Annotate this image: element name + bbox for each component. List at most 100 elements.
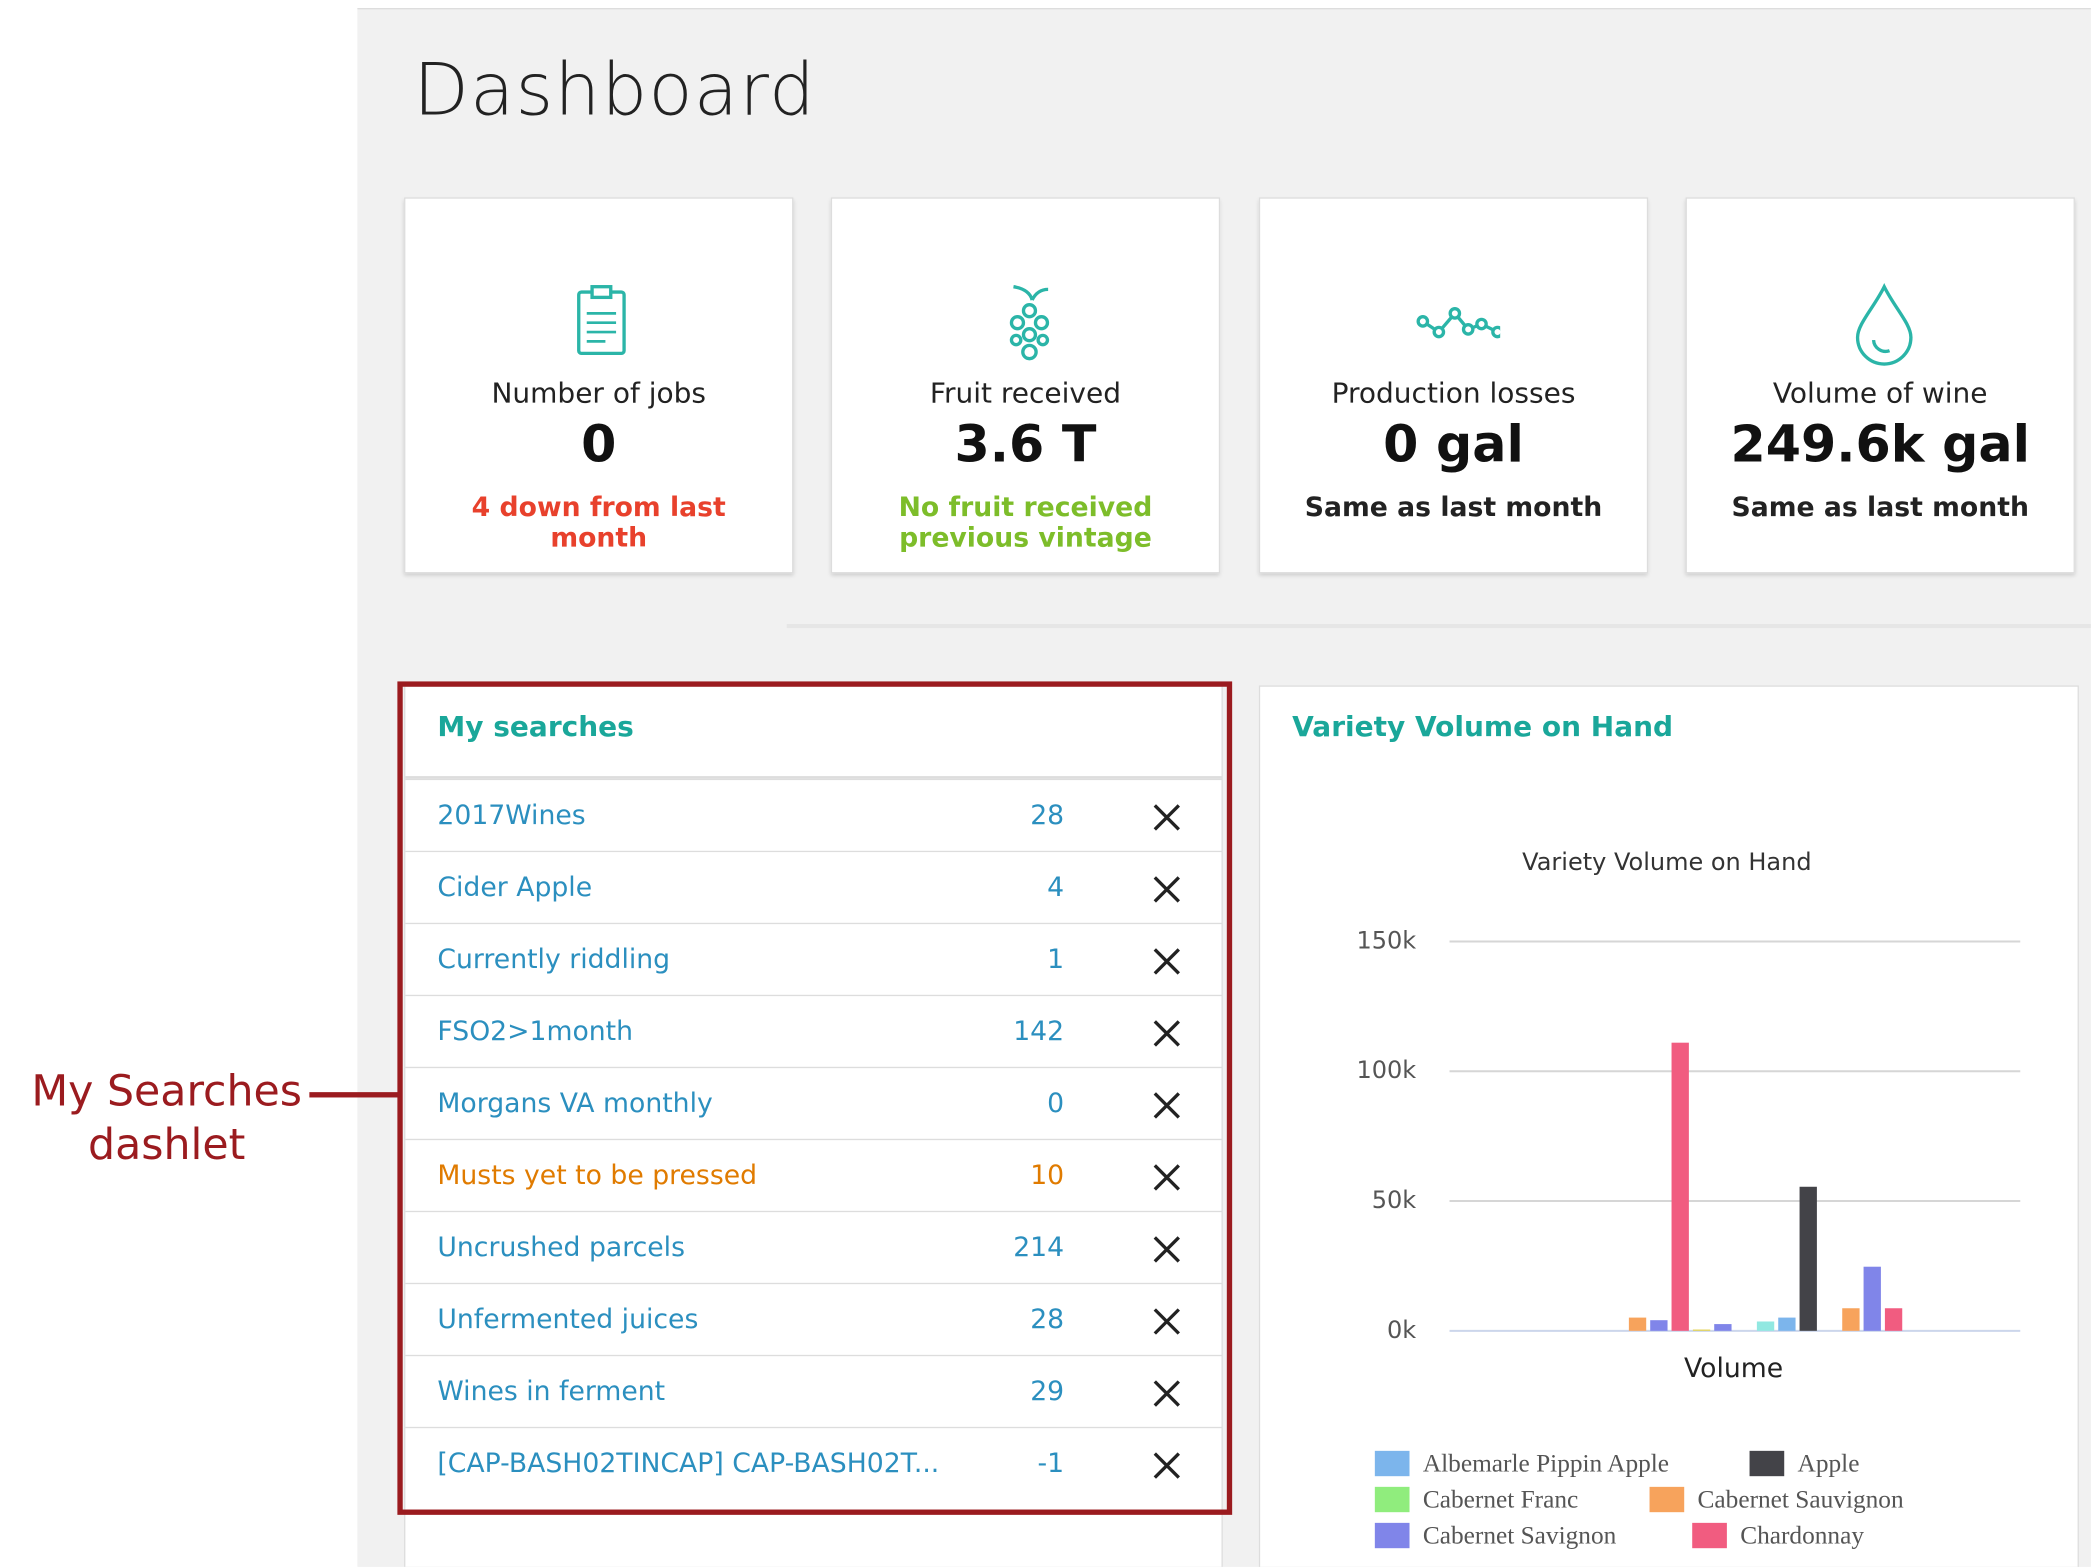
remove-button[interactable]	[1152, 1091, 1181, 1120]
legend-swatch	[1649, 1486, 1685, 1513]
y-tick-label: 0k	[1387, 1316, 1416, 1344]
x-tick-label: Volume	[1684, 1353, 1783, 1384]
remove-button[interactable]	[1152, 947, 1181, 976]
card-label: Production losses	[1331, 377, 1576, 410]
search-name[interactable]: FSO2>1month	[437, 1014, 634, 1047]
search-name[interactable]: Wines in ferment	[437, 1374, 666, 1407]
header-rule	[405, 776, 1222, 779]
remove-button[interactable]	[1152, 1163, 1181, 1192]
divider	[786, 624, 2091, 629]
legend-swatch	[1749, 1450, 1785, 1477]
legend-label: Apple	[1798, 1449, 1860, 1477]
remove-button[interactable]	[1152, 1235, 1181, 1264]
annotation-text: dashlet	[88, 1118, 246, 1170]
kpi-card: Production losses 0 gal Same as last month	[1258, 197, 1649, 574]
search-name[interactable]: Currently riddling	[437, 942, 671, 975]
highlight-box	[397, 681, 1233, 1515]
bar	[1714, 1324, 1732, 1331]
kpi-card: Number of jobs 0 4 down from last month	[404, 197, 794, 574]
bar	[1842, 1308, 1860, 1331]
chart-title: Variety Volume on Hand	[1522, 848, 1811, 876]
card-note: No fruit received previous vintage	[898, 490, 1153, 554]
remove-button[interactable]	[1152, 1451, 1181, 1480]
card-label: Number of jobs	[491, 377, 707, 410]
bar	[1671, 1042, 1689, 1331]
search-row: [CAP-BASH02TINCAP] CAP-BASH02T... -1	[405, 1426, 1222, 1499]
search-row: FSO2>1month 142	[405, 994, 1222, 1067]
search-row: Currently riddling 1	[405, 922, 1222, 995]
search-count: 10	[1030, 1158, 1065, 1191]
search-count: 28	[1030, 798, 1065, 831]
card-icon	[1416, 307, 1501, 339]
annotation-text: My Searches	[31, 1065, 303, 1117]
card-note: 4 down from last month	[471, 490, 726, 554]
card-note: Same as last month	[1304, 490, 1603, 523]
remove-button[interactable]	[1152, 803, 1181, 832]
card-icon	[1009, 285, 1050, 361]
legend-label: Cabernet Franc	[1423, 1485, 1578, 1513]
search-row: Morgans VA monthly 0	[405, 1066, 1222, 1139]
search-name[interactable]: Cider Apple	[437, 870, 593, 903]
search-count: 29	[1030, 1374, 1065, 1407]
bar	[1628, 1317, 1647, 1331]
card-label: Fruit received	[929, 377, 1122, 410]
search-count: -1	[1037, 1446, 1065, 1479]
search-name[interactable]: Morgans VA monthly	[437, 1086, 713, 1119]
search-name[interactable]: Uncrushed parcels	[437, 1230, 686, 1263]
search-count: 28	[1030, 1302, 1065, 1335]
bar	[1650, 1320, 1668, 1331]
search-row: Cider Apple 4	[405, 850, 1222, 923]
remove-button[interactable]	[1152, 1307, 1181, 1336]
panel-title: My searches	[437, 710, 634, 743]
search-row: Musts yet to be pressed 10	[405, 1138, 1222, 1211]
search-row: Wines in ferment 29	[405, 1354, 1222, 1427]
card-value: 0	[581, 414, 617, 474]
search-row: Uncrushed parcels 214	[405, 1210, 1222, 1283]
card-note: Same as last month	[1731, 490, 2029, 523]
search-row: Unfermented juices 28	[405, 1282, 1222, 1355]
legend-swatch	[1374, 1450, 1410, 1477]
legend-swatch	[1374, 1486, 1410, 1513]
card-label: Volume of wine	[1772, 377, 1988, 410]
bar	[1778, 1317, 1796, 1331]
search-name[interactable]: [CAP-BASH02TINCAP] CAP-BASH02T...	[437, 1446, 940, 1479]
search-row: 2017Wines 28	[405, 778, 1222, 851]
y-tick-label: 150k	[1356, 926, 1416, 954]
page-title: Dashboard	[413, 48, 817, 133]
search-name[interactable]: Unfermented juices	[437, 1302, 699, 1335]
card-value: 3.6 T	[954, 414, 1097, 474]
card-value: 249.6k gal	[1730, 414, 2030, 474]
search-count: 0	[1047, 1086, 1065, 1119]
search-name[interactable]: Musts yet to be pressed	[437, 1158, 758, 1191]
bar	[1756, 1321, 1775, 1331]
annotation: My Searches dashlet	[13, 1064, 320, 1171]
legend-swatch	[1692, 1522, 1727, 1549]
bar	[1799, 1186, 1817, 1331]
legend-label: Cabernet Sauvignon	[1698, 1485, 1904, 1513]
remove-button[interactable]	[1152, 875, 1181, 904]
panel-title: Variety Volume on Hand	[1292, 710, 1674, 743]
legend-label: Cabernet Savignon	[1423, 1521, 1617, 1549]
search-count: 142	[1013, 1014, 1065, 1047]
card-icon	[1855, 282, 1913, 366]
kpi-card: Volume of wine 249.6k gal Same as last mon…	[1685, 197, 2075, 574]
annotation-line	[309, 1092, 401, 1098]
search-count: 1	[1047, 942, 1065, 975]
remove-button[interactable]	[1152, 1019, 1181, 1048]
card-value: 0 gal	[1383, 414, 1524, 474]
bar	[1692, 1329, 1711, 1331]
search-name[interactable]: 2017Wines	[437, 798, 586, 831]
legend-label: Chardonnay	[1740, 1521, 1864, 1549]
bar	[1884, 1308, 1903, 1331]
search-count: 214	[1013, 1230, 1065, 1263]
y-tick-label: 50k	[1372, 1186, 1417, 1214]
legend-swatch	[1374, 1522, 1410, 1549]
search-count: 4	[1047, 870, 1065, 903]
remove-button[interactable]	[1152, 1379, 1181, 1408]
chart-panel: Variety Volume on Hand	[1258, 685, 2079, 1567]
bar	[1863, 1266, 1881, 1331]
y-tick-label: 100k	[1356, 1056, 1416, 1084]
